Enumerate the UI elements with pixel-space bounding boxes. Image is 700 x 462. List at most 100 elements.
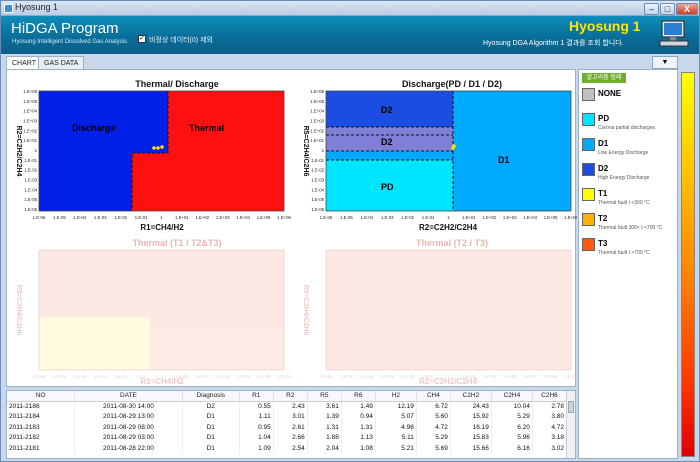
tab-strip: CHART GAS DATA <box>6 56 576 70</box>
chart2-discharge-pd-d1-d2[interactable]: D2 D2 PD D1 1.E+061.E+051.E+041.E+031.E+… <box>293 88 577 233</box>
table-cell: 3.61 <box>307 401 342 412</box>
legend-code-d2: D2 <box>598 164 609 173</box>
legend-swatch-t3 <box>582 238 595 251</box>
legend-desc-d1: Low Energy Discharge <box>598 150 649 156</box>
column-header[interactable]: CH4 <box>416 391 451 402</box>
maximize-button[interactable]: □ <box>660 3 675 15</box>
table-row[interactable]: 2011-2183 2011-08-29 08:00 D1 0.95 2.61 1.31 1… <box>7 422 568 433</box>
table-cell: 1.31 <box>341 422 376 433</box>
table-cell: 1.49 <box>341 401 376 412</box>
dropdown-button[interactable]: ▼ <box>652 56 678 69</box>
table-cell: 1.09 <box>239 443 274 454</box>
column-header[interactable]: C2H4 <box>491 391 533 402</box>
severity-gradient-bar <box>681 72 695 457</box>
column-header[interactable]: R1 <box>239 391 274 402</box>
legend-swatch-d1 <box>582 138 595 151</box>
column-header[interactable]: DATE <box>74 391 183 402</box>
app-header: HiDGA Program Hyosung Intelligent Dissol… <box>1 16 699 54</box>
x-tick-label: 1.E-04 <box>73 215 86 220</box>
program-title: HiDGA Program <box>11 20 119 37</box>
x-tick-label: 1.E-05 <box>53 215 66 220</box>
table-row[interactable]: 2011-2181 2011-08-28 22:00 D1 1.09 2.54 2.04 1… <box>7 443 568 454</box>
column-header[interactable]: R2 <box>273 391 308 402</box>
x-tick-label: 1.E+03 <box>216 215 230 220</box>
data-point <box>160 145 164 149</box>
chart3-thermal-t1-t2t3[interactable]: 1.E-06 1.E-05 1.E-04 1.E-03 1.E-02 1.E-01 1 1.E… <box>7 247 297 387</box>
chart1-title: Thermal/ Discharge <box>135 79 219 89</box>
x-tick-label: 1.E-06 <box>33 374 46 379</box>
region-thermal <box>168 91 284 211</box>
table-cell: 1.88 <box>307 432 342 443</box>
legend-desc-pd: Corona partial discharges <box>598 125 655 131</box>
column-header[interactable]: C2H6 <box>532 391 568 402</box>
x-tick-label: 1.E-04 <box>360 374 373 379</box>
chart1-thermal-discharge[interactable]: Discharge Thermal 1.E+061.E+051.E+041.E+… <box>7 88 297 233</box>
x-tick-label: 1.E-03 <box>94 215 107 220</box>
tab-chart[interactable]: CHART <box>6 56 42 70</box>
x-tick-label: 1.E+02 <box>195 215 209 220</box>
table-cell: D1 <box>182 422 240 433</box>
chart1-xlabel: R1=CH4/H2 <box>140 223 184 232</box>
y-tick-label: 1.E-06 <box>24 207 37 212</box>
table-row[interactable]: 2011-2184 2011-08-29 13:00 D1 1.11 3.01 1.39 0… <box>7 411 568 422</box>
table-cell: 5.07 <box>375 411 417 422</box>
table-cell: 15.83 <box>450 432 492 443</box>
x-tick-label: 1.E-03 <box>381 374 394 379</box>
chart4-thermal-t2-t3[interactable]: 1.E-06 1.E-05 1.E-04 1.E-03 1.E-02 1.E-01 1 1.E… <box>293 247 577 387</box>
table-cell: 3.18 <box>532 432 568 443</box>
table-row[interactable]: 2011-2186 2011-08-30 14:00 D2 0.55 2.43 3.61 1… <box>7 401 568 412</box>
results-table[interactable]: NO DATE Diagnosis R1 R2 R5 R6 H2 CH4 C2H2 C2H4 C2H6… <box>6 390 576 459</box>
table-row[interactable]: 2011-2182 2011-08-29 03:00 D1 1.04 2.66 1.88 1… <box>7 432 568 443</box>
close-button[interactable]: X <box>676 3 698 15</box>
window-title: Hyosung 1 <box>15 2 59 12</box>
table-cell: 24.43 <box>450 401 492 412</box>
x-tick-label: 1.E-04 <box>360 215 373 220</box>
chart3-title: Thermal (T1 / T2&T3) <box>132 238 222 248</box>
table-cell: 2011-08-29 13:00 <box>74 411 183 422</box>
exclude-abnormal-checkbox[interactable]: ✓ <box>138 35 146 43</box>
column-header[interactable]: Diagnosis <box>182 391 240 402</box>
data-point <box>156 146 160 150</box>
chart3-x-ticks: 1.E-06 1.E-05 1.E-04 1.E-03 1.E-02 1.E-01 1 1.E… <box>33 374 292 379</box>
y-tick-label: 1.E+02 <box>23 128 37 133</box>
column-header[interactable]: H2 <box>375 391 417 402</box>
legend-code-t2: T2 <box>598 214 608 223</box>
title-bar[interactable]: Hyosung 1 – □ X <box>1 1 699 16</box>
table-cell: 2.43 <box>273 401 308 412</box>
chart1-ylabel: R2=C2H2/C2H4 <box>15 126 22 177</box>
table-cell: 4.72 <box>416 422 451 433</box>
x-tick-label: 1.E+05 <box>257 374 271 379</box>
chart4-ylabel: R5=C2H4/C2H6 <box>302 285 309 336</box>
table-cell: 0.94 <box>341 411 376 422</box>
y-tick-label: 1.E-03 <box>24 178 37 183</box>
table-cell: 1.11 <box>239 411 274 422</box>
x-tick-label: 1 <box>160 215 163 220</box>
table-cell: 5.96 <box>491 432 533 443</box>
chart1-x-ticks: 1.E-06 1.E-05 1.E-04 1.E-03 1.E-02 1.E-01 1 1.E… <box>33 215 292 220</box>
x-tick-label: 1.E+06 <box>277 215 291 220</box>
blurred-menu <box>57 5 623 12</box>
column-header[interactable]: NO <box>7 391 76 402</box>
y-tick-label: 1.E+05 <box>23 99 37 104</box>
column-header[interactable]: C2H2 <box>450 391 492 402</box>
minimize-button[interactable]: – <box>644 3 659 15</box>
y-tick-label: 1.E+04 <box>310 109 324 114</box>
column-header[interactable]: R5 <box>307 391 342 402</box>
x-tick-label: 1.E+05 <box>544 374 558 379</box>
x-tick-label: 1.E-06 <box>320 215 333 220</box>
table-cell: 2.54 <box>273 443 308 454</box>
tab-gas-data[interactable]: GAS DATA <box>38 56 85 70</box>
chart2-x-ticks: 1.E-06 1.E-05 1.E-04 1.E-03 1.E-02 1.E-01 1 1.E… <box>320 215 577 220</box>
table-scrollbar[interactable] <box>566 391 575 458</box>
column-header[interactable]: R6 <box>341 391 376 402</box>
scrollbar-thumb[interactable] <box>568 401 574 413</box>
computer-icon <box>659 20 689 47</box>
x-tick-label: 1 <box>447 215 450 220</box>
table-cell: 10.04 <box>491 401 533 412</box>
table-cell: 2.04 <box>307 443 342 454</box>
region-pd <box>326 160 453 211</box>
chart1-y-ticks: 1.E+06 1.E+05 1.E+04 1.E+03 1.E+02 1.E+01 1 1.E… <box>23 89 37 212</box>
exclude-abnormal-label[interactable]: 비정상 데이터(0) 제외 <box>149 37 213 44</box>
table-cell: 2.78 <box>532 401 568 412</box>
table-cell: 2011-08-29 08:00 <box>74 422 183 433</box>
